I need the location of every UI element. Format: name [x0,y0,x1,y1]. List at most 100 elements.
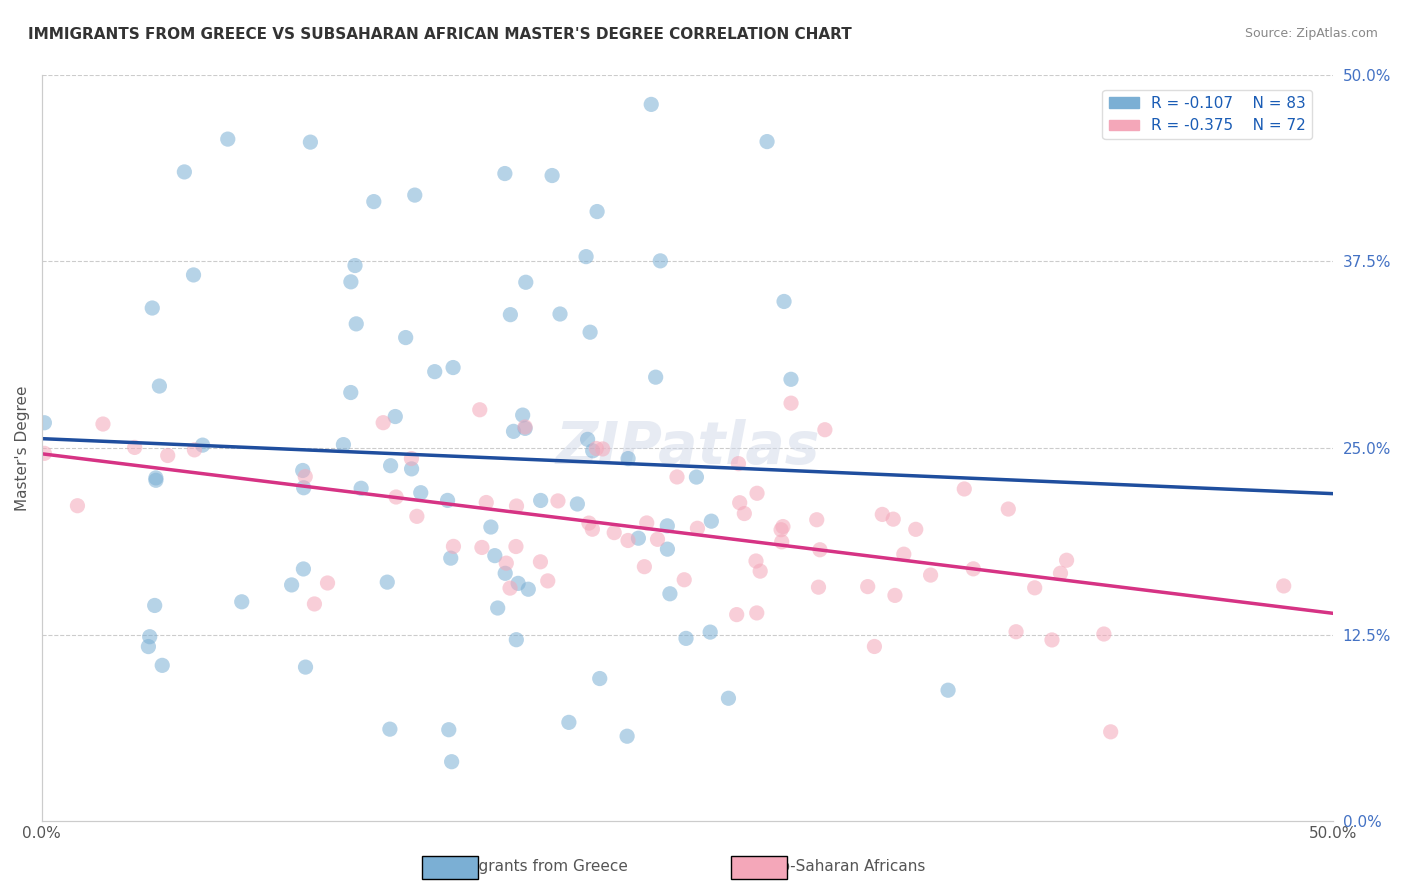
Point [699,625,721,640]
Point [567,497,589,511]
Point [578,516,600,530]
Point [717,691,740,706]
Text: IMMIGRANTS FROM GREECE VS SUBSAHARAN AFRICAN MASTER'S DEGREE CORRELATION CHART: IMMIGRANTS FROM GREECE VS SUBSAHARAN AFR… [28,27,852,42]
Point [814,423,837,437]
Point [541,169,564,183]
Point [807,580,830,594]
Point [806,513,828,527]
Point [529,555,551,569]
Point [673,573,696,587]
Point [499,308,522,322]
Point [499,581,522,595]
Point [299,135,322,149]
Point [513,421,536,435]
Point [770,534,793,549]
Point [373,416,395,430]
Point [350,481,373,495]
Point [405,509,427,524]
Point [495,556,517,570]
Point [339,385,361,400]
Point [1040,632,1063,647]
Point [344,259,367,273]
Point [512,408,534,422]
Point [558,715,581,730]
Point [575,250,598,264]
Point [636,516,658,530]
Point [725,607,748,622]
Point [863,640,886,654]
Point [686,521,709,535]
Point [884,588,907,602]
Point [581,522,603,536]
Point [773,294,796,309]
Point [749,564,772,578]
Point [936,683,959,698]
Point [440,551,463,566]
Point [443,540,465,554]
Point [515,275,537,289]
Point [537,574,560,588]
Point [1056,553,1078,567]
Point [441,360,464,375]
Point [486,601,509,615]
Point [627,531,650,545]
Point [340,275,363,289]
Point [727,457,749,471]
Point [423,365,446,379]
Point [138,640,160,654]
Point [808,542,831,557]
Point [183,442,205,457]
Point [548,307,571,321]
Point [1005,624,1028,639]
Point [745,554,768,568]
Point [440,755,463,769]
Point [582,443,605,458]
Point [962,562,984,576]
Point [872,508,894,522]
Point [183,268,205,282]
Point [291,463,314,477]
Point [617,533,640,548]
Point [904,522,927,536]
Point [34,416,56,430]
Point [1024,581,1046,595]
Point [191,438,214,452]
Point [508,576,530,591]
Point [592,442,614,456]
Point [576,433,599,447]
Point [471,541,494,555]
Point [91,417,114,431]
Point [603,525,626,540]
Point [617,451,640,466]
Point [644,370,666,384]
Point [657,542,679,557]
Point [294,469,316,483]
Point [145,471,167,485]
Text: Source: ZipAtlas.com: Source: ZipAtlas.com [1244,27,1378,40]
Point [401,451,423,466]
Point [494,167,516,181]
Point [589,672,612,686]
Point [385,490,408,504]
Point [675,632,697,646]
Point [294,660,316,674]
Point [401,462,423,476]
Point [304,597,326,611]
Point [66,499,89,513]
Point [332,437,354,451]
Point [517,582,540,597]
Point [856,580,879,594]
Point [745,486,768,500]
Point [1099,724,1122,739]
Point [375,575,398,590]
Point [292,481,315,495]
Point [770,523,793,537]
Point [505,499,527,513]
Point [150,658,173,673]
Point [658,587,681,601]
Point [530,493,553,508]
Point [409,485,432,500]
Point [780,372,803,386]
Point [657,519,679,533]
Point [124,441,146,455]
